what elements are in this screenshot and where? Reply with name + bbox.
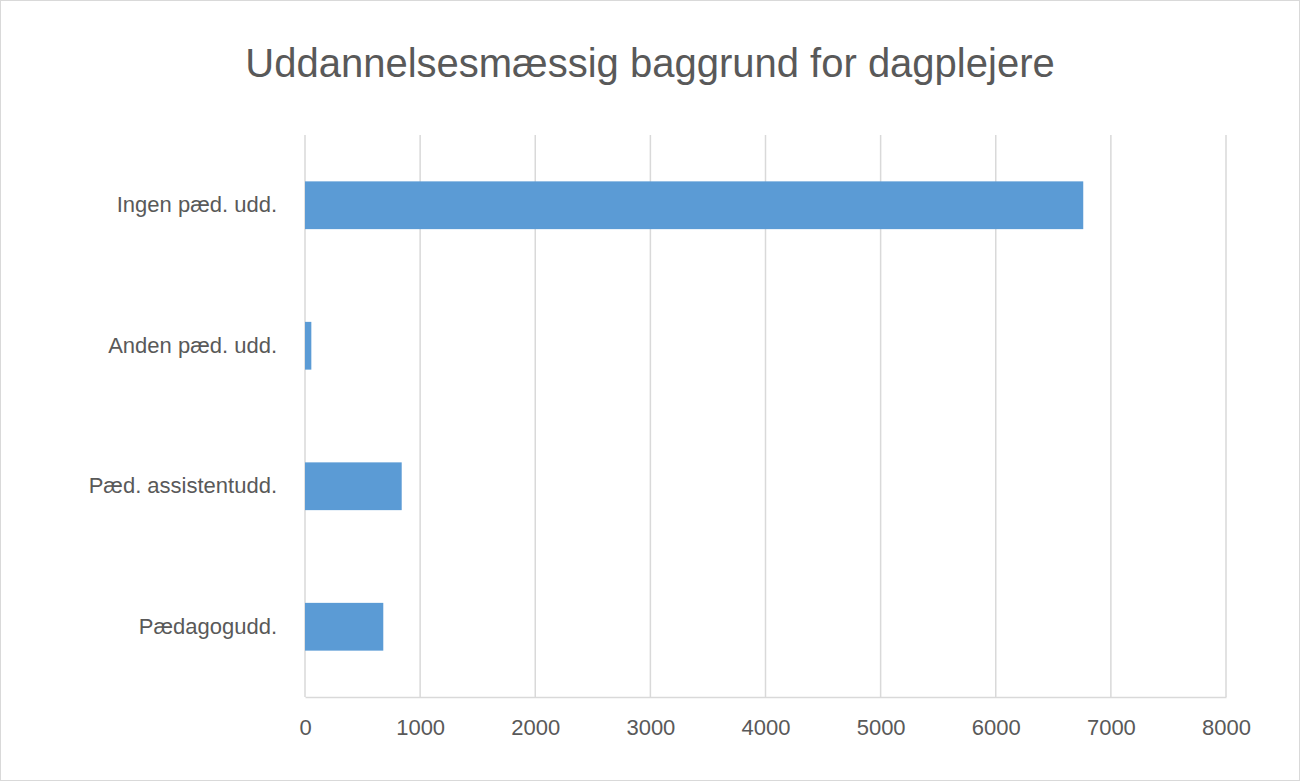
x-tick: 3000: [626, 697, 675, 740]
plot: 0 1000 2000 3000 4000 5000 6000 7000 8000 Ingen p…: [89, 135, 1251, 740]
grid: [305, 135, 1226, 697]
x-tick: 5000: [857, 697, 906, 740]
bar: [305, 322, 311, 370]
bar: [305, 462, 402, 510]
chart-title: Uddannelsesmæssig baggrund for dagplejer…: [245, 41, 1054, 85]
y-tick-label: Anden pæd. udd.: [108, 333, 277, 358]
x-tick: 1000: [396, 697, 445, 740]
x-tick: 2000: [511, 697, 560, 740]
chart: Uddannelsesmæssig baggrund for dagplejer…: [0, 0, 1300, 781]
y-tick: Ingen pæd. udd.: [117, 192, 305, 217]
y-tick-label: Pæd. assistentudd.: [89, 473, 277, 498]
grid-line: [1225, 135, 1227, 697]
chart-frame: [1, 1, 1300, 781]
bar: [305, 181, 1083, 229]
y-tick: Pæd. assistentudd.: [89, 473, 305, 498]
bars: [305, 181, 1083, 650]
x-tick: 8000: [1202, 697, 1251, 740]
x-axis: 0 1000 2000 3000 4000 5000 6000 7000 8000: [299, 697, 1251, 740]
x-tick-label: 5000: [857, 715, 906, 740]
y-tick-label: Pædagogudd.: [139, 614, 277, 639]
y-tick: Anden pæd. udd.: [108, 333, 305, 358]
x-tick: 6000: [972, 697, 1021, 740]
x-tick: 7000: [1087, 697, 1136, 740]
y-axis-line: [305, 136, 306, 698]
x-tick-label: 3000: [626, 715, 675, 740]
y-tick-label: Ingen pæd. udd.: [117, 192, 277, 217]
x-tick-label: 0: [299, 715, 311, 740]
x-tick-label: 6000: [972, 715, 1021, 740]
x-axis-line: [306, 697, 1227, 699]
x-tick: 0: [299, 697, 311, 740]
x-tick-label: 4000: [742, 715, 791, 740]
x-tick-label: 8000: [1202, 715, 1251, 740]
y-tick: Pædagogudd.: [139, 614, 305, 639]
x-tick-label: 7000: [1087, 715, 1136, 740]
x-tick-label: 1000: [396, 715, 445, 740]
x-tick-label: 2000: [511, 715, 560, 740]
y-axis: Ingen pæd. udd. Anden pæd. udd. Pæd. assis…: [89, 136, 306, 698]
bar: [305, 603, 383, 651]
x-tick: 4000: [742, 697, 791, 740]
grid-line: [1110, 135, 1112, 697]
